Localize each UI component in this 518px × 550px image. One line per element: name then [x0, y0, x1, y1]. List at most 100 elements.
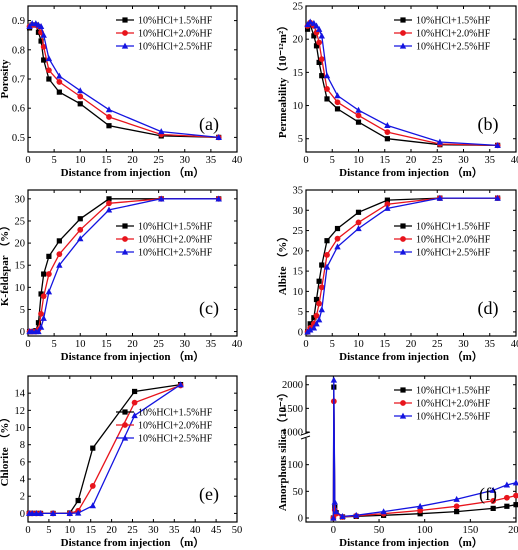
y-tick-label-c: 0 — [20, 327, 25, 338]
data-point-f-3 — [339, 513, 346, 519]
x-tick-label-c: 0 — [25, 339, 30, 350]
y-tick-label-e: 0 — [20, 509, 25, 520]
y-tick-label-d: 0 — [298, 327, 303, 338]
data-point-e-3 — [177, 381, 184, 388]
data-point-d-2 — [324, 251, 330, 258]
series-line-d-2 — [307, 197, 498, 333]
series-line-b-3 — [307, 21, 498, 147]
y-tick-label-c: 5 — [20, 305, 25, 316]
data-point-e-3 — [28, 510, 36, 517]
x-tick-label-d: 5 — [330, 339, 335, 350]
y-axis-label-b: Permeability（10⁻¹²m²） — [276, 20, 289, 138]
series-line-e-2 — [29, 384, 181, 515]
y-tick-label-f: 1500 — [282, 404, 303, 415]
axis-break-gap — [302, 433, 310, 438]
x-tick-label-d: 10 — [353, 339, 364, 350]
x-tick-label-e: 30 — [148, 525, 159, 536]
series-line-f-3 — [332, 379, 517, 519]
data-point-d-2 — [313, 312, 320, 319]
series-line-d-1 — [306, 197, 498, 333]
x-tick-label-b: 20 — [406, 155, 417, 166]
panel-f: 050100150200050100100015002000Distance f… — [276, 375, 518, 549]
legend-label-b-1: 10%HCl+1.5%HF — [416, 16, 491, 27]
data-point-e-3 — [49, 510, 57, 517]
x-axis-label-d: Distance from injection （m） — [339, 350, 483, 363]
y-tick-label-c: 15 — [15, 261, 26, 272]
data-point-d-3 — [313, 320, 320, 327]
data-point-b-1 — [319, 73, 325, 79]
data-point-e-3 — [131, 412, 138, 419]
x-tick-label-a: 25 — [153, 155, 164, 166]
legend-marker-d-2 — [400, 236, 406, 242]
data-point-e-3 — [89, 502, 96, 509]
data-point-c-1 — [56, 238, 62, 244]
data-point-b-1 — [311, 33, 317, 39]
data-point-d-3 — [323, 263, 331, 270]
x-tick-label-e: 35 — [169, 525, 180, 536]
y-tick-label-f: 2000 — [282, 380, 303, 391]
data-point-f-3 — [512, 479, 518, 486]
data-point-f-3 — [331, 498, 338, 505]
legend-marker-b-2 — [400, 30, 406, 36]
y-tick-label-b: 5 — [298, 134, 303, 145]
x-tick-label-f: 50 — [374, 525, 385, 536]
data-point-d-1 — [307, 321, 313, 327]
y-tick-label-c: 10 — [15, 283, 26, 294]
x-tick-label-d: 25 — [432, 339, 443, 350]
y-tick-label-d: 25 — [293, 226, 304, 237]
legend-label-e-2: 10%HCl+2.0%HF — [138, 421, 213, 432]
data-point-b-2 — [316, 39, 323, 46]
x-tick-label-c: 35 — [206, 339, 217, 350]
y-axis-label-a: Porosity — [0, 59, 11, 98]
legend-label-e-3: 10%HCl+2.5%HF — [138, 434, 213, 445]
data-point-d-1 — [384, 197, 390, 203]
data-point-d-3 — [494, 194, 501, 201]
y-tick-label-c: 20 — [15, 239, 26, 250]
x-tick-label-f: 100 — [417, 525, 433, 536]
x-axis-label-a: Distance from injection （m） — [61, 166, 205, 179]
data-point-a-1 — [77, 101, 83, 107]
data-point-f-2 — [490, 498, 497, 504]
data-point-a-2 — [106, 114, 112, 120]
x-tick-label-e: 5 — [46, 525, 51, 536]
legend-label-e-1: 10%HCl+1.5%HF — [138, 408, 213, 419]
data-point-c-2 — [56, 251, 63, 258]
legend-marker-f-3 — [399, 412, 407, 419]
data-point-b-3 — [494, 141, 501, 148]
data-point-a-1 — [56, 89, 62, 95]
y-tick-label-d: 5 — [298, 307, 303, 318]
data-point-e-3 — [66, 510, 73, 517]
legend-label-d-3: 10%HCl+2.5%HF — [416, 248, 491, 259]
data-point-c-3 — [105, 206, 113, 213]
data-point-f-2 — [513, 492, 518, 499]
x-tick-label-d: 0 — [303, 339, 308, 350]
data-point-f-1 — [504, 503, 510, 509]
data-point-b-3 — [323, 72, 331, 79]
legend-marker-f-1 — [400, 387, 406, 393]
x-tick-label-c: 40 — [232, 339, 243, 350]
data-point-a-2 — [56, 79, 63, 85]
x-tick-label-e: 10 — [65, 525, 76, 536]
data-point-f-3 — [380, 508, 387, 515]
data-point-d-1 — [311, 315, 317, 321]
panel-letter-a: (a) — [199, 114, 219, 135]
y-tick-label-e: 4 — [20, 475, 26, 486]
data-point-c-3 — [56, 261, 63, 268]
data-point-b-1 — [384, 136, 390, 142]
legend-label-a-1: 10%HCl+1.5%HF — [138, 16, 213, 27]
plot-frame-f — [305, 375, 517, 523]
data-point-a-1 — [106, 123, 112, 129]
legend-marker-a-1 — [122, 17, 128, 23]
data-point-f-2 — [417, 507, 424, 514]
y-tick-label-f: 1000 — [282, 428, 303, 439]
y-tick-label-b: 10 — [293, 101, 304, 112]
y-tick-label-a: 0.8 — [12, 45, 25, 56]
data-point-c-3 — [37, 323, 45, 330]
panel-letter-f: (f) — [479, 484, 497, 505]
y-tick-label-c: 25 — [15, 216, 26, 227]
data-point-d-3 — [436, 194, 444, 201]
y-tick-label-b: 25 — [293, 2, 304, 13]
axis-break-mark — [300, 435, 311, 440]
data-point-d-1 — [319, 262, 325, 268]
panel-letter-b: (b) — [478, 114, 499, 135]
